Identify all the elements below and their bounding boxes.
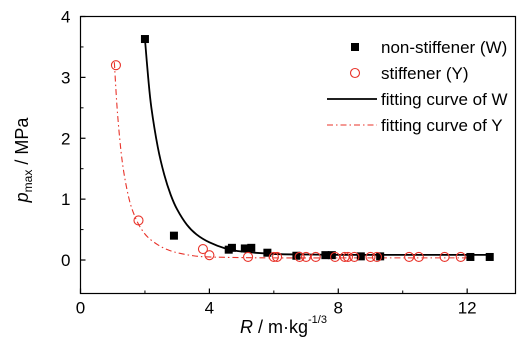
series-line-1 <box>144 38 490 256</box>
legend-square-marker <box>351 43 359 51</box>
legend-label: fitting curve of Y <box>381 116 503 135</box>
data-point-square <box>376 252 385 261</box>
data-point-circle <box>272 251 283 263</box>
data-point-circle <box>301 251 312 263</box>
legend-label: stiffener (Y) <box>381 64 469 83</box>
y-tick-label: 0 <box>61 251 70 270</box>
data-point-circle <box>439 251 450 263</box>
data-point-circle <box>404 251 415 263</box>
data-point-square <box>247 243 256 252</box>
data-point-square <box>169 231 178 240</box>
data-point-circle <box>455 251 466 263</box>
series-line-2 <box>113 62 468 259</box>
data-point-circle <box>413 251 424 263</box>
y-tick-label: 2 <box>61 129 70 148</box>
data-point-circle <box>371 251 382 263</box>
x-tick-label: 12 <box>458 299 477 318</box>
data-point-circle <box>339 251 350 263</box>
y-tick-label: 4 <box>61 8 70 27</box>
y-tick-label: 3 <box>61 68 70 87</box>
data-point-square <box>227 243 236 252</box>
data-point-square <box>240 244 249 253</box>
data-point-square <box>321 251 330 260</box>
data-point-square <box>140 35 149 44</box>
data-point-square <box>466 252 475 261</box>
y-axis-label: pmax / MPa <box>12 117 35 204</box>
data-point-circle <box>133 215 144 226</box>
plot-frame <box>79 15 517 295</box>
x-tick-label: 8 <box>334 299 343 318</box>
x-tick-label: 4 <box>205 299 214 318</box>
data-point-circle <box>204 250 215 261</box>
x-axis-label: R / m·kg-1/3 <box>240 314 327 337</box>
data-point-circle <box>330 251 341 263</box>
data-point-circle <box>342 251 353 263</box>
data-point-circle <box>268 251 279 263</box>
data-point-circle <box>349 251 360 263</box>
data-point-circle <box>197 244 208 255</box>
x-tick-label: 0 <box>76 299 85 318</box>
data-point-square <box>263 248 272 257</box>
legend-label: fitting curve of W <box>381 90 508 109</box>
data-point-square <box>485 252 494 261</box>
data-point-square <box>356 252 365 261</box>
data-point-circle <box>365 251 376 263</box>
data-point-square <box>292 251 301 260</box>
legend-label: non-stiffener (W) <box>381 38 507 57</box>
data-point-circle <box>243 251 254 263</box>
legend-circle-marker <box>349 67 361 79</box>
y-tick-label: 1 <box>61 190 70 209</box>
data-point-circle <box>294 251 305 263</box>
data-point-circle <box>310 251 321 263</box>
data-point-square <box>327 251 336 260</box>
data-point-circle <box>110 60 121 71</box>
